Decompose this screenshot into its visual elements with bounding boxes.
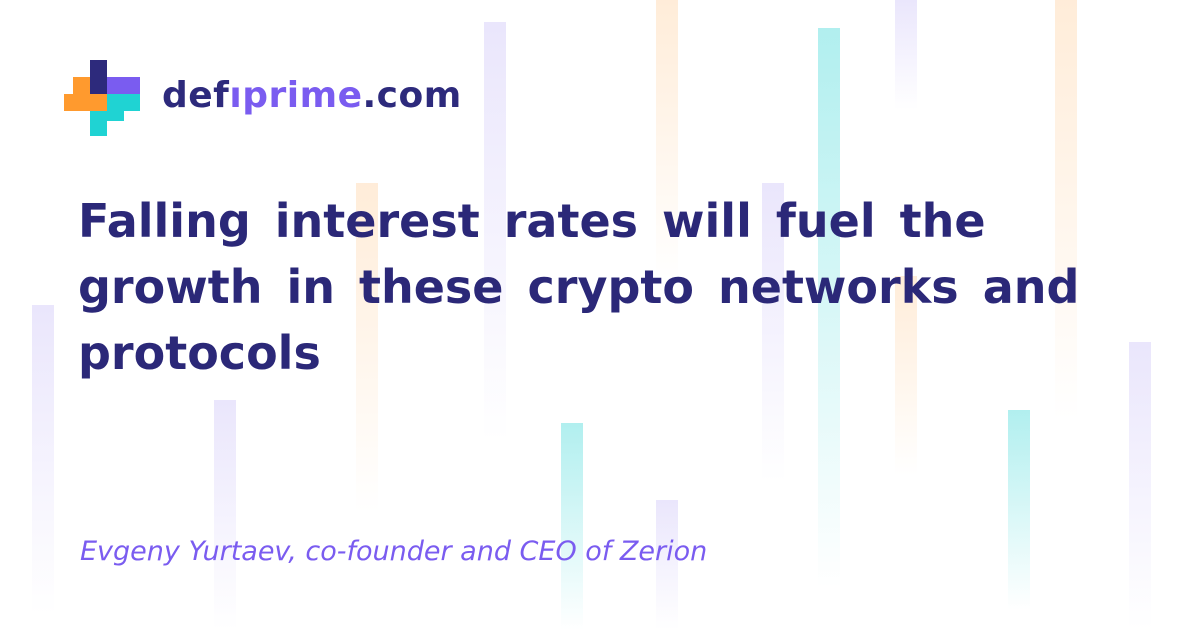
logo: defıprime.com	[64, 60, 462, 136]
background-bar	[656, 0, 678, 280]
author-byline: Evgeny Yurtaev, co-founder and CEO of Ze…	[80, 536, 708, 567]
background-bar	[895, 276, 917, 476]
background-bar	[656, 500, 678, 630]
brand-name-accent: ıprime	[229, 75, 363, 116]
background-bar	[484, 22, 506, 442]
background-bar	[1129, 342, 1151, 630]
background-bar	[762, 183, 784, 483]
headline: Falling interest rates will fuel the gro…	[78, 194, 1080, 380]
defiprime-logo-icon	[64, 60, 140, 136]
brand-name-domain: .com	[362, 75, 462, 116]
background-bar	[561, 423, 583, 630]
background-bar	[1008, 410, 1030, 610]
background-bar	[1055, 0, 1077, 420]
background-bar	[32, 305, 54, 615]
brand-name-part: def	[162, 75, 230, 116]
background-bar	[895, 0, 917, 110]
brand-name: defıprime.com	[162, 78, 462, 118]
background-bar	[818, 28, 840, 588]
background-bar	[356, 183, 378, 513]
background-bar	[214, 400, 236, 630]
